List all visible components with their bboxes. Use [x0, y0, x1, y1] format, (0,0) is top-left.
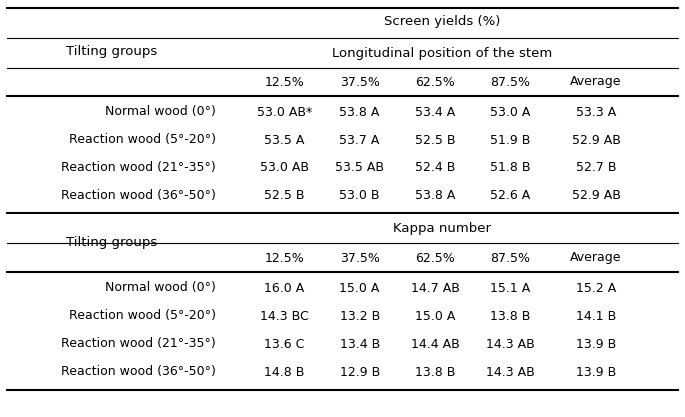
Text: 13.9 B: 13.9 B: [576, 365, 616, 379]
Text: 53.8 A: 53.8 A: [415, 189, 455, 203]
Text: 53.8 A: 53.8 A: [340, 106, 379, 118]
Text: 37.5%: 37.5%: [340, 251, 379, 264]
Text: 12.5%: 12.5%: [264, 75, 304, 88]
Text: 14.4 AB: 14.4 AB: [410, 337, 460, 351]
Text: 13.6 C: 13.6 C: [264, 337, 304, 351]
Text: 53.0 B: 53.0 B: [339, 189, 380, 203]
Text: 53.0 A: 53.0 A: [490, 106, 530, 118]
Text: 53.7 A: 53.7 A: [340, 133, 379, 146]
Text: 53.0 AB*: 53.0 AB*: [257, 106, 312, 118]
Text: Average: Average: [570, 75, 622, 88]
Text: 14.3 AB: 14.3 AB: [486, 365, 535, 379]
Text: 15.2 A: 15.2 A: [576, 281, 616, 294]
Text: 53.4 A: 53.4 A: [415, 106, 455, 118]
Text: 51.8 B: 51.8 B: [490, 161, 531, 174]
Text: 14.3 AB: 14.3 AB: [486, 337, 535, 351]
Text: 12.5%: 12.5%: [264, 251, 304, 264]
Text: 13.4 B: 13.4 B: [340, 337, 379, 351]
Text: 51.9 B: 51.9 B: [490, 133, 530, 146]
Text: Reaction wood (36°-50°): Reaction wood (36°-50°): [61, 189, 216, 203]
Text: 14.8 B: 14.8 B: [264, 365, 304, 379]
Text: 52.5 B: 52.5 B: [414, 133, 456, 146]
Text: Screen yields (%): Screen yields (%): [384, 15, 500, 28]
Text: 52.6 A: 52.6 A: [490, 189, 530, 203]
Text: 14.3 BC: 14.3 BC: [260, 309, 309, 322]
Text: Normal wood (0°): Normal wood (0°): [105, 281, 216, 294]
Text: Longitudinal position of the stem: Longitudinal position of the stem: [332, 47, 552, 60]
Text: Tilting groups: Tilting groups: [66, 45, 157, 58]
Text: 15.0 A: 15.0 A: [340, 281, 379, 294]
Text: 52.4 B: 52.4 B: [415, 161, 455, 174]
Text: 13.9 B: 13.9 B: [576, 337, 616, 351]
Text: Average: Average: [570, 251, 622, 264]
Text: 62.5%: 62.5%: [415, 251, 455, 264]
Text: Reaction wood (36°-50°): Reaction wood (36°-50°): [61, 365, 216, 379]
Text: 52.5 B: 52.5 B: [264, 189, 305, 203]
Text: 52.9 AB: 52.9 AB: [571, 133, 621, 146]
Text: 14.7 AB: 14.7 AB: [410, 281, 460, 294]
Text: 37.5%: 37.5%: [340, 75, 379, 88]
Text: 13.2 B: 13.2 B: [340, 309, 379, 322]
Text: 12.9 B: 12.9 B: [340, 365, 379, 379]
Text: 53.0 AB: 53.0 AB: [260, 161, 309, 174]
Text: 52.7 B: 52.7 B: [575, 161, 616, 174]
Text: Reaction wood (21°-35°): Reaction wood (21°-35°): [61, 161, 216, 174]
Text: Kappa number: Kappa number: [393, 221, 491, 234]
Text: 13.8 B: 13.8 B: [490, 309, 530, 322]
Text: 14.1 B: 14.1 B: [576, 309, 616, 322]
Text: 53.3 A: 53.3 A: [576, 106, 616, 118]
Text: Normal wood (0°): Normal wood (0°): [105, 106, 216, 118]
Text: 62.5%: 62.5%: [415, 75, 455, 88]
Text: 53.5 A: 53.5 A: [264, 133, 304, 146]
Text: 52.9 AB: 52.9 AB: [571, 189, 621, 203]
Text: Reaction wood (5°-20°): Reaction wood (5°-20°): [68, 133, 216, 146]
Text: 15.1 A: 15.1 A: [490, 281, 530, 294]
Text: Reaction wood (5°-20°): Reaction wood (5°-20°): [68, 309, 216, 322]
Text: 15.0 A: 15.0 A: [415, 309, 455, 322]
Text: 53.5 AB: 53.5 AB: [335, 161, 384, 174]
Text: Reaction wood (21°-35°): Reaction wood (21°-35°): [61, 337, 216, 351]
Text: 87.5%: 87.5%: [490, 75, 530, 88]
Text: 13.8 B: 13.8 B: [415, 365, 455, 379]
Text: 87.5%: 87.5%: [490, 251, 530, 264]
Text: 16.0 A: 16.0 A: [264, 281, 304, 294]
Text: Tilting groups: Tilting groups: [66, 236, 157, 249]
